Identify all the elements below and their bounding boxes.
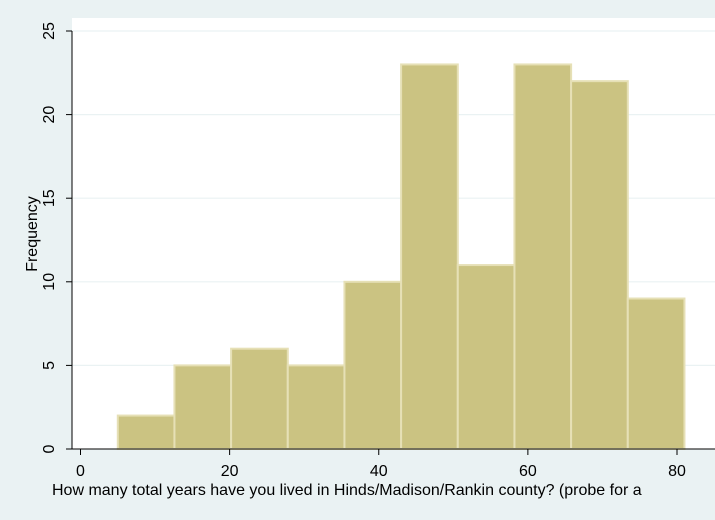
x-axis: 0 20 40 60 80 <box>72 448 715 480</box>
histogram-bar-3 <box>230 347 289 450</box>
x-tick-label-0: 0 <box>76 463 85 480</box>
x-tick-label-80: 80 <box>668 463 686 480</box>
y-tick-label-5: 5 <box>41 361 58 370</box>
x-tick-label-40: 40 <box>370 463 388 480</box>
x-tick-label-20: 20 <box>221 463 239 480</box>
y-axis: 0 5 10 15 20 25 <box>41 22 73 453</box>
y-axis-title: Frequency <box>24 196 41 272</box>
y-tick-label-10: 10 <box>41 273 58 291</box>
histogram-bar-2 <box>173 364 233 450</box>
y-tick-label-20: 20 <box>41 106 58 124</box>
histogram-bar-8 <box>513 63 573 450</box>
y-tick-label-15: 15 <box>41 189 58 207</box>
histogram-bar-1 <box>116 414 176 450</box>
histogram-bar-6 <box>400 63 459 450</box>
y-tick-label-25: 25 <box>41 22 58 40</box>
histogram-bar-9 <box>570 80 629 450</box>
histogram-bar-10 <box>626 297 686 450</box>
y-tick-label-0: 0 <box>41 444 58 453</box>
x-axis-title: How many total years have you lived in H… <box>52 482 642 499</box>
x-tick-label-60: 60 <box>519 463 537 480</box>
histogram-bar-7 <box>456 264 516 450</box>
bars <box>116 63 686 450</box>
histogram-bar-5 <box>343 280 403 450</box>
histogram-bar-4 <box>286 364 346 450</box>
